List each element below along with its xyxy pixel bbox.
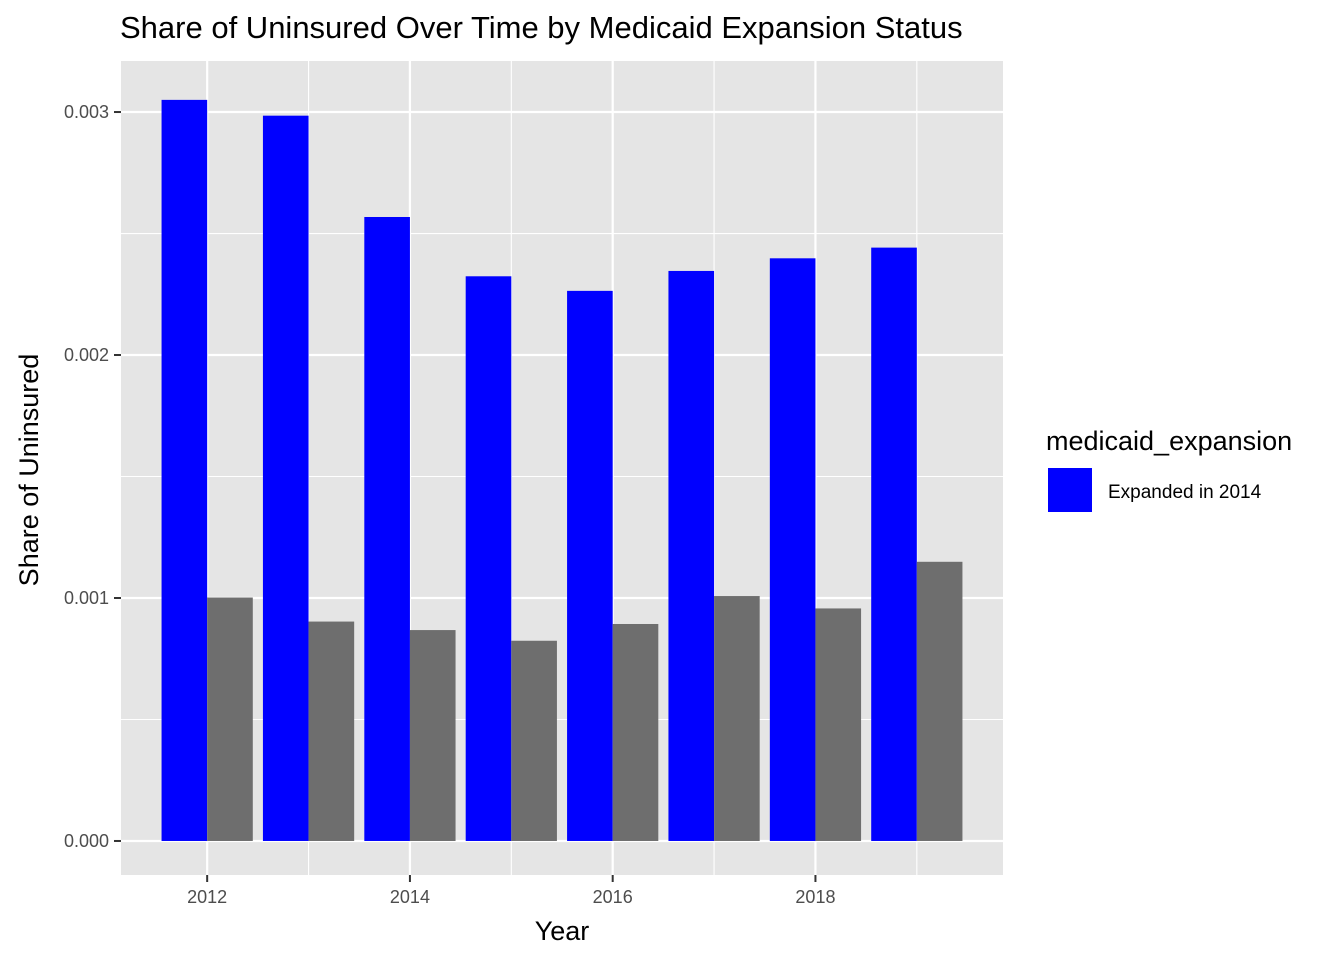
x-axis: 2012 2014 2016 2018 [187, 875, 835, 907]
bar [815, 608, 862, 841]
y-tick-label: 0.003 [64, 102, 109, 122]
plot-panel [121, 61, 1003, 875]
legend-swatch-expanded [1048, 468, 1092, 512]
bar [769, 258, 816, 841]
bar [714, 596, 760, 841]
bar [612, 623, 659, 841]
bar [567, 290, 613, 841]
y-tick-label: 0.001 [64, 588, 109, 608]
legend: medicaid_expansion Expanded in 2014 [1046, 426, 1292, 512]
bar [262, 115, 309, 841]
x-axis-title: Year [535, 916, 590, 946]
y-axis: 0.000 0.001 0.002 0.003 [64, 102, 121, 851]
bar [161, 99, 208, 841]
panel-background [121, 61, 1003, 875]
bar [207, 597, 253, 841]
bar [364, 216, 410, 841]
legend-title: medicaid_expansion [1046, 426, 1292, 456]
x-tick-label: 2018 [795, 887, 835, 907]
y-axis-title: Share of Uninsured [14, 354, 44, 587]
y-tick-label: 0.002 [64, 345, 109, 365]
bar [308, 621, 355, 841]
bar [409, 630, 456, 841]
bar [511, 640, 557, 841]
x-tick-label: 2014 [390, 887, 430, 907]
legend-label-expanded: Expanded in 2014 [1108, 482, 1262, 503]
bar [465, 276, 512, 841]
chart-title: Share of Uninsured Over Time by Medicaid… [120, 10, 963, 45]
bar [871, 247, 917, 841]
x-tick-label: 2016 [593, 887, 633, 907]
x-tick-label: 2012 [187, 887, 227, 907]
y-tick-label: 0.000 [64, 831, 109, 851]
bar [916, 561, 963, 841]
bar [668, 270, 715, 841]
